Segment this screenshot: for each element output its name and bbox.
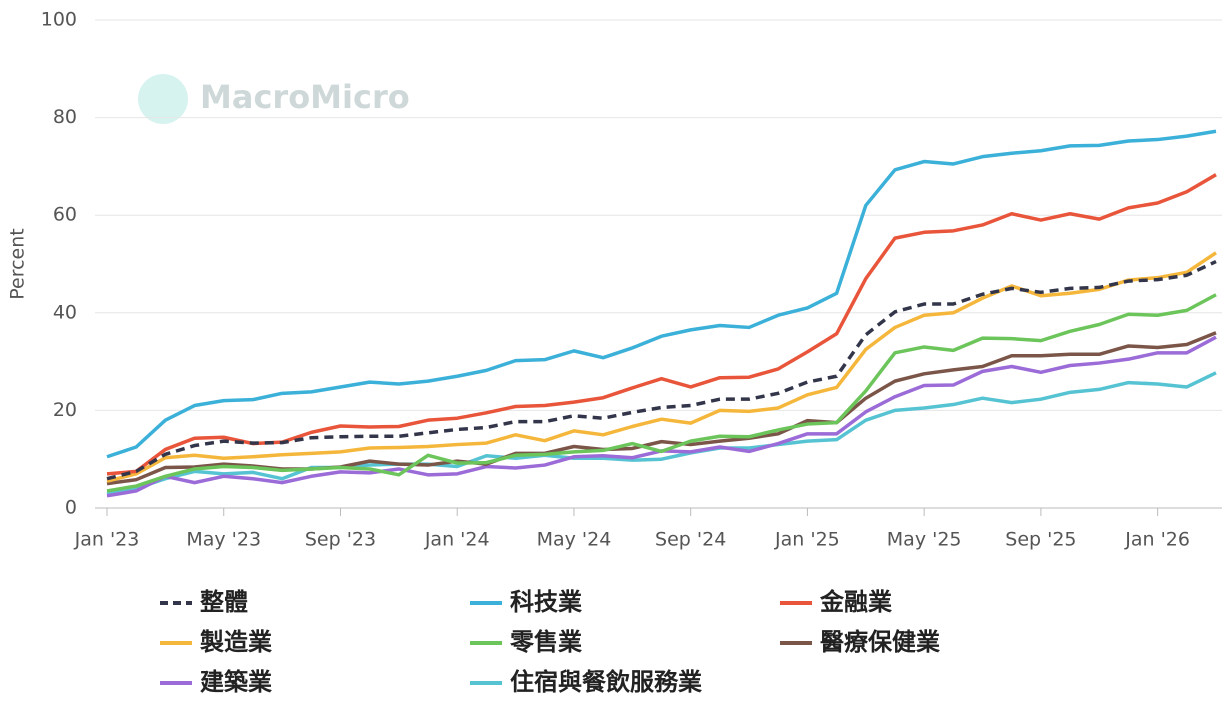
y-axis-label: Percent bbox=[7, 228, 29, 300]
watermark: MacroMicro bbox=[200, 78, 410, 116]
x-tick-label: Jan '23 bbox=[74, 529, 140, 551]
x-tick-label: Sep '24 bbox=[655, 529, 726, 551]
legend-label: 科技業 bbox=[510, 588, 582, 616]
legend-label: 住宿與餐飲服務業 bbox=[510, 668, 702, 696]
series-line bbox=[106, 371, 1217, 496]
x-tick-label: May '25 bbox=[887, 529, 962, 551]
x-tick-label: Jan '24 bbox=[424, 529, 490, 551]
legend-label: 醫療保健業 bbox=[820, 628, 940, 656]
y-tick-label: 100 bbox=[41, 9, 77, 31]
series-line bbox=[106, 129, 1217, 459]
x-tick-label: Sep '23 bbox=[305, 529, 376, 551]
x-tick-label: Jan '25 bbox=[774, 529, 840, 551]
y-tick-label: 40 bbox=[53, 301, 77, 323]
y-tick-label: 60 bbox=[53, 204, 77, 226]
x-tick-label: Sep '25 bbox=[1005, 529, 1076, 551]
series-line bbox=[106, 173, 1217, 476]
y-tick-label: 80 bbox=[53, 106, 77, 128]
legend-label: 金融業 bbox=[819, 588, 892, 616]
series-line bbox=[106, 331, 1217, 486]
y-tick-label: 20 bbox=[53, 399, 77, 421]
legend-label: 製造業 bbox=[200, 628, 272, 656]
x-tick-label: May '23 bbox=[186, 529, 261, 551]
legend-label: 零售業 bbox=[509, 628, 582, 656]
y-tick-label: 0 bbox=[65, 497, 77, 519]
watermark-logo bbox=[138, 74, 188, 124]
series-line bbox=[106, 293, 1217, 493]
x-tick-label: May '24 bbox=[537, 529, 612, 551]
x-tick-label: Jan '26 bbox=[1124, 529, 1190, 551]
series-line bbox=[106, 251, 1217, 483]
series-line bbox=[106, 335, 1217, 498]
legend-label: 建築業 bbox=[200, 668, 272, 696]
legend-label: 整體 bbox=[200, 588, 248, 616]
